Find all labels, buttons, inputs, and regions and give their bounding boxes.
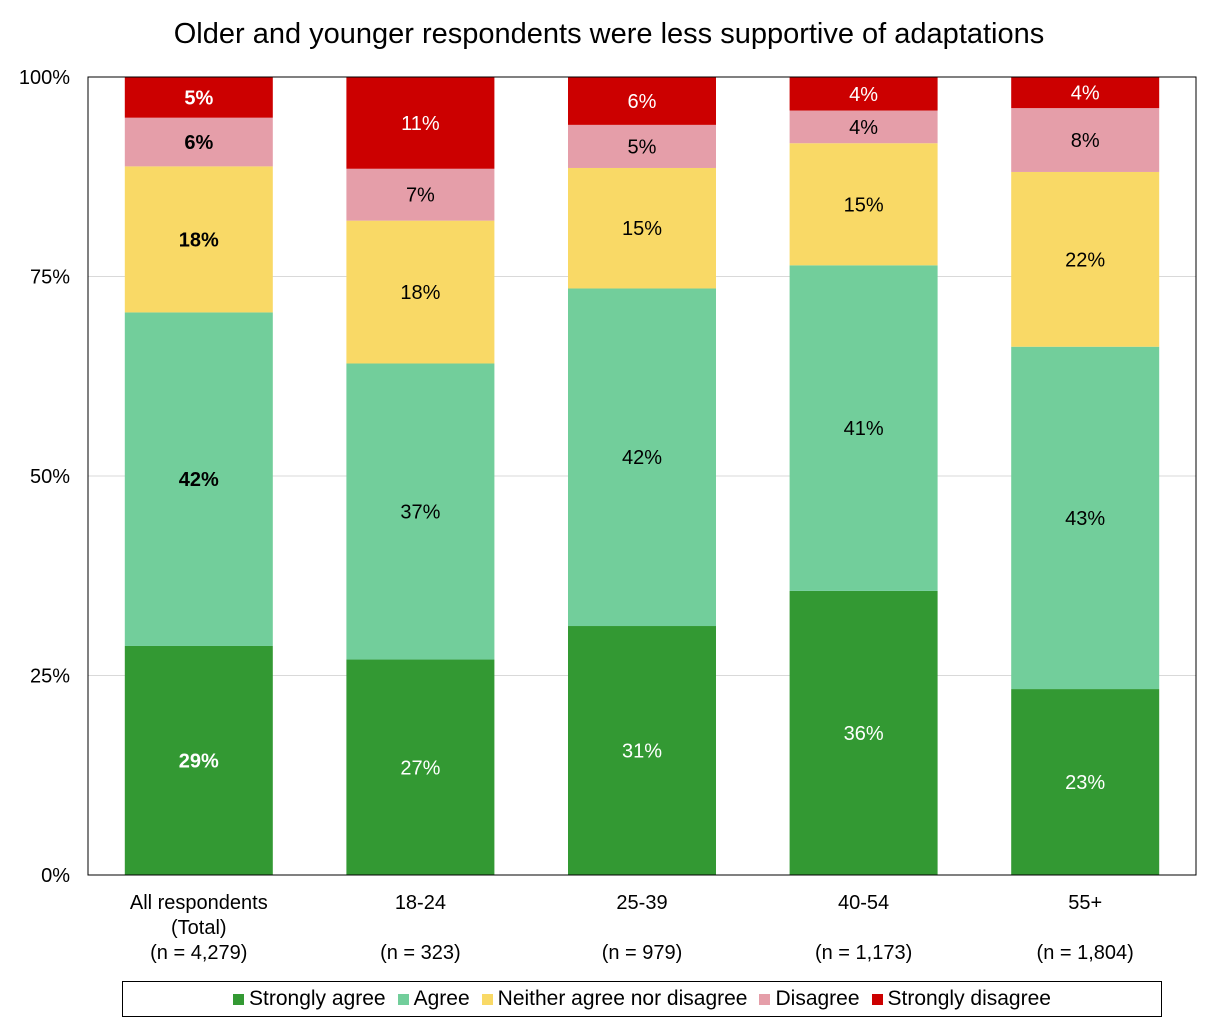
- data-label: 29%: [179, 750, 219, 772]
- data-label: 43%: [1065, 508, 1105, 530]
- bar-labels: 29% 42% 18% 6% 5% 27% 37% 18% 7% 11% 31% 42% 15% 5% 6%…: [179, 83, 1106, 794]
- data-label: 41%: [844, 418, 884, 440]
- y-tick-label: 100%: [19, 67, 70, 89]
- plot-frame: [87, 76, 1197, 876]
- x-tick-label: 55+: [1068, 892, 1102, 914]
- data-label: 5%: [628, 136, 657, 158]
- data-label: 15%: [844, 194, 884, 216]
- bars: [124, 77, 1160, 875]
- legend-label: Disagree: [775, 987, 860, 1010]
- legend-item: Strongly agree: [233, 987, 386, 1011]
- y-tick-label: 25%: [30, 666, 70, 688]
- legend-label: Agree: [413, 987, 470, 1010]
- y-tick-label: 0%: [41, 865, 70, 887]
- bar-segment: [568, 626, 716, 875]
- data-label: 4%: [849, 117, 878, 139]
- bar-segment: [124, 117, 273, 167]
- legend-item: Agree: [397, 987, 470, 1011]
- y-tick-label: 50%: [30, 466, 70, 488]
- data-label: 42%: [179, 469, 219, 491]
- legend: Strongly agree Agree Neither agree nor dis…: [122, 981, 1162, 1017]
- legend-swatch: [233, 993, 245, 1005]
- bar-segment: [124, 645, 273, 875]
- data-label: 4%: [1071, 83, 1100, 105]
- data-label: 5%: [184, 87, 213, 109]
- legend-label: Neither agree nor disagree: [497, 987, 748, 1010]
- x-tick-label: 40-54: [838, 892, 889, 914]
- data-label: 15%: [622, 218, 662, 240]
- data-label: 6%: [184, 132, 213, 154]
- bar-segment: [1011, 689, 1160, 875]
- bar-segment: [789, 143, 938, 266]
- legend-item: Strongly disagree: [871, 987, 1051, 1011]
- bar-segment: [346, 168, 495, 221]
- bar-segment: [346, 363, 495, 660]
- data-label: 11%: [401, 113, 440, 135]
- x-tick-label: (n = 1,173): [815, 942, 912, 964]
- data-label: 37%: [400, 502, 440, 524]
- x-tick-label: (n = 979): [602, 942, 683, 964]
- bar-segment: [346, 220, 495, 364]
- legend-label: Strongly disagree: [887, 987, 1051, 1010]
- x-tick-label: 25-39: [616, 892, 667, 914]
- stacked-bar-chart: 29% 42% 18% 6% 5% 27% 37% 18% 7% 11% 31% 42% 15% 5% 6%…: [19, 67, 1197, 964]
- bar-segment: [124, 312, 273, 646]
- x-tick-label: All respondents: [130, 892, 268, 914]
- bar-segment: [346, 659, 495, 875]
- bar-segment: [789, 110, 938, 144]
- data-label: 7%: [406, 185, 435, 207]
- legend-item: Neither agree nor disagree: [481, 987, 748, 1011]
- bar-segment: [124, 166, 273, 313]
- bar-segment: [568, 77, 716, 125]
- data-label: 8%: [1071, 130, 1100, 152]
- bar-segment: [789, 265, 938, 591]
- legend-swatch: [871, 993, 883, 1005]
- data-label: 6%: [628, 91, 657, 113]
- y-tick-label: 75%: [30, 267, 70, 289]
- y-axis: 0% 25% 50% 75% 100%: [19, 67, 70, 887]
- chart-title: Older and younger respondents were less …: [173, 18, 1045, 50]
- bar-segment: [1011, 108, 1160, 172]
- bar-segment: [346, 77, 495, 169]
- bar-segment: [789, 77, 938, 111]
- bar-segment: [568, 167, 716, 289]
- legend-label: Strongly agree: [249, 987, 386, 1010]
- x-tick-label: (Total): [171, 917, 227, 939]
- data-label: 18%: [400, 282, 440, 304]
- bar-segment: [568, 288, 716, 627]
- bar-segment: [568, 124, 716, 168]
- data-label: 42%: [622, 447, 662, 469]
- x-tick-label: (n = 1,804): [1037, 942, 1134, 964]
- data-label: 22%: [1065, 249, 1105, 271]
- bar-segment: [789, 590, 938, 875]
- x-tick-label: (n = 323): [380, 942, 461, 964]
- legend-swatch: [397, 993, 409, 1005]
- bar-segment: [1011, 77, 1160, 109]
- x-axis: All respondents (Total) (n = 4,279) 18-24 (n…: [130, 892, 1134, 964]
- x-tick-label: (n = 4,279): [150, 942, 247, 964]
- data-label: 4%: [849, 84, 878, 106]
- legend-swatch: [481, 993, 493, 1005]
- data-label: 27%: [400, 757, 440, 779]
- legend-item: Disagree: [759, 987, 860, 1011]
- legend-swatch: [759, 993, 771, 1005]
- data-label: 31%: [622, 741, 662, 763]
- bar-segment: [1011, 346, 1160, 690]
- data-label: 23%: [1065, 772, 1105, 794]
- bar-segment: [124, 77, 273, 118]
- x-tick-label: 18-24: [395, 892, 446, 914]
- bar-segment: [1011, 171, 1160, 347]
- data-label: 36%: [844, 723, 884, 745]
- data-label: 18%: [179, 229, 219, 251]
